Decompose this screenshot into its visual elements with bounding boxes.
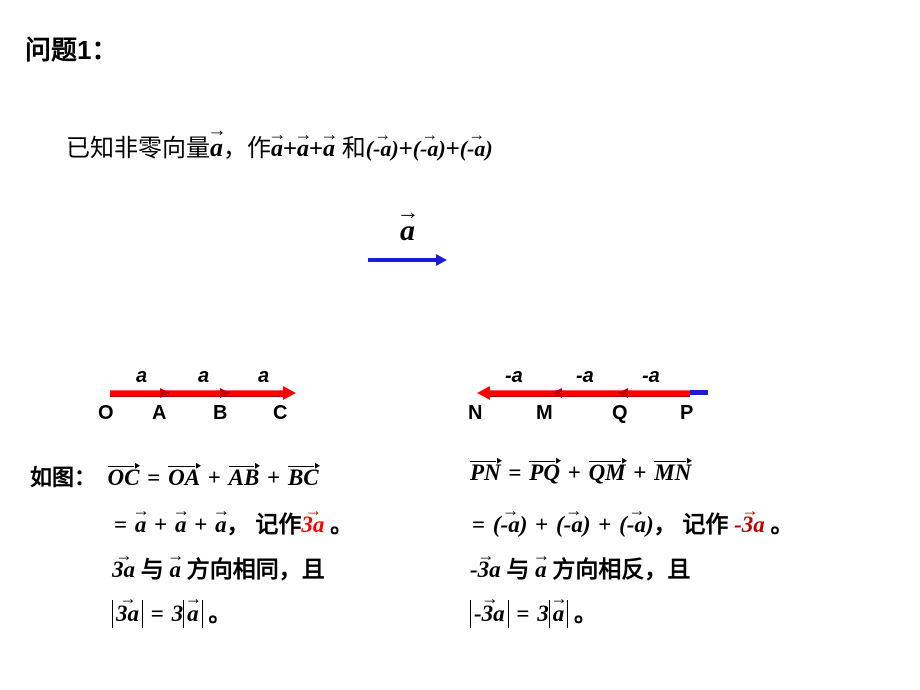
left-denote: 记作 (255, 511, 301, 537)
left-eq2: = a + a + a， 记作3a 。 (112, 505, 353, 539)
left-seg-a1: a (136, 365, 147, 388)
prompt-line: 已知非零向量a，作a+a+a 和(-a)+(-a)+(-a) (66, 128, 493, 163)
right-seg-a2: -a (576, 365, 594, 388)
left-3a: 3a (301, 512, 324, 538)
right-tick-1 (552, 388, 562, 398)
right-QM: QM (589, 460, 626, 486)
left-arrow-head (283, 386, 296, 400)
right-tick-2 (618, 388, 628, 398)
left-arrow-shaft (110, 391, 285, 396)
left-OC: OC (108, 465, 140, 491)
left-l3-3a: 3a (112, 557, 135, 583)
right-eq2: = (-a) + (-a) + (-a)， 记作 -3a 。 (470, 505, 794, 539)
left-eq2-a2: a (175, 512, 187, 538)
right-pt-Q: Q (612, 402, 628, 425)
left-as-shown: 如图： OC = OA + AB + BC (30, 460, 319, 492)
right-seg-a1: -a (505, 365, 523, 388)
right-eq2-a3: -a (627, 512, 646, 538)
page: 问题1： 已知非零向量a，作a+a+a 和(-a)+(-a)+(-a) a a … (0, 0, 920, 690)
right-PQ: PQ (529, 460, 560, 486)
right-pt-P: P (680, 402, 693, 425)
right-denote: 记作 (682, 511, 728, 537)
right-MN: MN (654, 460, 691, 486)
right-period2: 。 (574, 600, 597, 626)
left-eq2-a3: a (215, 512, 227, 538)
prompt-na3: -a (467, 136, 485, 162)
left-OA: OA (168, 465, 200, 491)
left-seg-a2: a (198, 365, 209, 388)
right-l3-text: 方向相反，且 (552, 556, 690, 582)
right-l3-n3a: -3a (470, 557, 501, 583)
right-pt-N: N (468, 402, 482, 425)
prompt-sum-a2: a (297, 136, 309, 163)
prompt-a: a (210, 133, 223, 163)
right-n3a: -3a (734, 512, 765, 538)
prompt-and: 和 (342, 135, 366, 162)
right-l3-yu: 与 (506, 556, 529, 582)
left-eq2-a1: a (135, 512, 147, 538)
prompt-prefix: 已知非零向量 (66, 135, 210, 162)
right-l4-coef: 3 (537, 601, 549, 626)
left-l4-coef: 3 (172, 601, 184, 626)
left-l3-yu: 与 (141, 556, 164, 582)
left-pt-B: B (213, 402, 227, 425)
left-l4-a: a (187, 600, 199, 628)
right-seg-a3: -a (642, 365, 660, 388)
right-arrow-shaft (490, 391, 690, 396)
left-line3: 3a 与 a 方向相同，且 (112, 550, 325, 584)
left-tick-1 (160, 388, 170, 398)
left-l4-3a: 3a (116, 600, 139, 628)
prompt-na1: -a (373, 136, 391, 162)
left-pt-C: C (273, 402, 287, 425)
prompt-mid: ，作 (223, 135, 271, 162)
right-line4: -3a = 3a 。 (470, 594, 597, 628)
left-l3-text: 方向相同，且 (187, 556, 325, 582)
prompt-na2: -a (420, 136, 438, 162)
left-period1: 。 (330, 511, 353, 537)
right-eq1: PN = PQ + QM + MN (470, 460, 691, 486)
prompt-sum-a1: a (271, 136, 283, 163)
left-AB: AB (229, 465, 260, 491)
left-tick-2 (220, 388, 230, 398)
right-l3-a: a (535, 557, 547, 583)
left-period2: 。 (208, 600, 231, 626)
right-arrow-head (477, 386, 490, 400)
center-vec-a: a (400, 214, 415, 248)
left-line4: 3a = 3a 。 (112, 594, 231, 628)
left-as-shown-text: 如图： (30, 465, 96, 490)
center-arrow-shaft (368, 258, 438, 262)
right-PN: PN (470, 460, 501, 486)
right-period1: 。 (771, 511, 794, 537)
right-pt-M: M (536, 402, 553, 425)
center-arrow-head (436, 254, 447, 266)
center-vec-label: a (400, 214, 415, 248)
right-l4-n3a: -3a (474, 600, 505, 628)
prompt-sum-a3: a (323, 136, 335, 163)
left-BC: BC (288, 465, 319, 491)
problem-title: 问题1： (25, 30, 117, 67)
left-seg-a3: a (258, 365, 269, 388)
right-eq2-a1: -a (501, 512, 520, 538)
left-l3-a: a (170, 557, 182, 583)
left-pt-O: O (98, 402, 114, 425)
right-eq2-a2: -a (564, 512, 583, 538)
right-arrow-bluecap (690, 390, 708, 395)
left-pt-A: A (152, 402, 166, 425)
right-line3: -3a 与 a 方向相反，且 (470, 550, 690, 584)
right-l4-a: a (553, 600, 565, 628)
